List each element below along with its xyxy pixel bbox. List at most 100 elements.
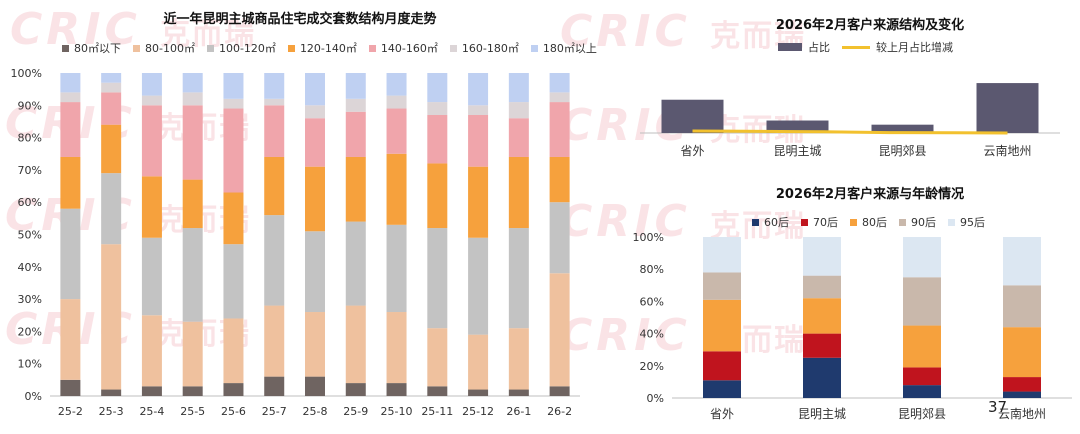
bar-segment-25-4	[141, 176, 162, 238]
bar-segment-25-3	[101, 73, 122, 83]
legend-swatch	[206, 44, 214, 52]
x-tick-label: 昆明主城	[798, 407, 846, 421]
legend-item: 80后	[850, 214, 887, 230]
bar-segment-25-2	[60, 299, 81, 380]
left-chart-legend: 80㎡以下 80-100㎡ 100-120㎡ 120-140㎡ 140-160㎡…	[62, 40, 609, 56]
bar-segment-25-10	[386, 108, 407, 154]
bar-segment-26-2	[549, 273, 570, 387]
bar-segment-25-10	[386, 383, 407, 396]
bar-segment-昆明主城	[803, 333, 841, 358]
bar-segment-25-10	[386, 312, 407, 384]
legend-label: 140-160㎡	[380, 42, 438, 55]
legend-label: 80后	[862, 216, 887, 229]
x-tick-label: 26-1	[506, 405, 531, 418]
legend-swatch	[62, 44, 69, 52]
top-right-chart-title: 2026年2月客户来源结构及变化	[775, 18, 965, 33]
bar-segment-25-11	[427, 73, 448, 103]
legend-swatch	[133, 44, 140, 52]
legend-label: 80-100㎡	[145, 42, 195, 55]
bar-segment-25-9	[345, 156, 366, 222]
bar-segment-25-4	[141, 105, 162, 177]
bar-segment-云南地州	[1003, 377, 1041, 392]
bar-segment-26-2	[549, 92, 570, 103]
bar-segment-25-5	[182, 73, 203, 93]
legend-swatch	[948, 218, 955, 226]
bar-segment-26-2	[549, 73, 570, 93]
bar-segment-25-7	[264, 305, 285, 377]
y-tick-label: 40%	[640, 328, 664, 341]
legend-label: 较上月占比增减	[876, 41, 953, 54]
legend-item: 60后	[752, 214, 789, 230]
legend-swatch	[368, 44, 376, 52]
bar-segment-25-9	[345, 221, 366, 306]
bar-segment-26-2	[549, 202, 570, 274]
y-tick-label: 70%	[18, 164, 42, 177]
bar-segment-25-11	[427, 163, 448, 229]
bar-segment-25-6	[223, 192, 244, 245]
bar-segment-25-5	[182, 386, 203, 396]
bar-segment-26-1	[508, 73, 529, 103]
x-tick-label: 昆明主城	[773, 144, 821, 158]
bar-segment-昆明郊县	[903, 325, 941, 368]
bar-segment-25-7	[264, 105, 285, 157]
bar-segment-26-1	[508, 118, 529, 157]
bar-segment-25-6	[223, 244, 244, 319]
bar-segment-昆明郊县	[903, 367, 941, 386]
y-tick-label: 100%	[11, 67, 42, 80]
top-right-bar-line-chart: 省外 昆明主城 昆明郊县 云南地州	[640, 83, 1060, 158]
bar-segment-省外	[703, 237, 741, 273]
bar-segment-25-5	[182, 92, 203, 106]
legend-swatch	[850, 218, 857, 226]
bar-segment-昆明主城	[803, 237, 841, 276]
bar-segment-25-6	[223, 383, 244, 396]
bar-segment-昆明郊县	[903, 277, 941, 326]
x-tick-label: 昆明郊县	[878, 144, 926, 158]
y-tick-label: 60%	[18, 196, 42, 209]
bar-segment-25-8	[305, 73, 325, 106]
x-tick-label: 省外	[710, 407, 734, 421]
bar-segment-25-8	[305, 118, 325, 167]
bar-segment-25-8	[305, 376, 325, 396]
x-tick-label: 25-2	[58, 405, 83, 418]
bar-segment-25-11	[427, 386, 448, 396]
x-tick-label: 26-2	[547, 405, 572, 418]
legend-swatch	[449, 44, 457, 52]
legend-item: 90后	[899, 214, 936, 230]
y-tick-label: 30%	[18, 293, 42, 306]
bar-segment-昆明郊县	[903, 237, 941, 278]
bar-segment-25-5	[182, 179, 203, 229]
bar-segment-省外	[703, 299, 741, 352]
legend-swatch	[778, 43, 802, 51]
bar-segment-26-1	[508, 328, 529, 390]
bar-segment-25-9	[345, 305, 366, 384]
bar-segment-25-7	[264, 98, 285, 106]
bar-segment-25-12	[468, 114, 489, 167]
bar-segment-25-12	[468, 334, 489, 390]
y-tick-label: 100%	[633, 231, 664, 244]
bar-segment-25-10	[386, 224, 407, 313]
legend-swatch	[801, 218, 808, 226]
bar-省外	[661, 99, 724, 133]
bottom-right-stacked-bar-chart: 0% 20% 40% 60% 80% 100% 省外 昆明主城 昆明郊县 云南地州	[633, 231, 1072, 421]
legend-item: 80-100㎡	[133, 40, 195, 56]
bar-segment-25-2	[60, 208, 81, 300]
bar-昆明郊县	[871, 124, 934, 133]
y-tick-label: 40%	[18, 261, 42, 274]
bar-segment-25-6	[223, 318, 244, 384]
bar-segment-25-5	[182, 105, 203, 180]
bar-segment-25-4	[141, 386, 162, 396]
y-tick-label: 20%	[18, 325, 42, 338]
bar-segment-25-7	[264, 73, 285, 99]
left-chart-title: 近一年昆明主城商品住宅成交套数结构月度走势	[163, 12, 437, 27]
bar-segment-25-3	[101, 389, 122, 396]
bar-昆明主城	[766, 120, 829, 133]
bar-segment-25-4	[141, 95, 162, 106]
bar-segment-25-3	[101, 92, 122, 125]
x-tick-label: 25-3	[99, 405, 124, 418]
x-tick-label: 25-11	[421, 405, 453, 418]
bar-segment-25-12	[468, 105, 489, 115]
bar-segment-25-3	[101, 82, 122, 93]
bar-segment-25-2	[60, 73, 81, 93]
bottom-right-chart-legend: 60后 70后 80后 90后 95后	[752, 214, 997, 230]
legend-label: 95后	[960, 216, 985, 229]
